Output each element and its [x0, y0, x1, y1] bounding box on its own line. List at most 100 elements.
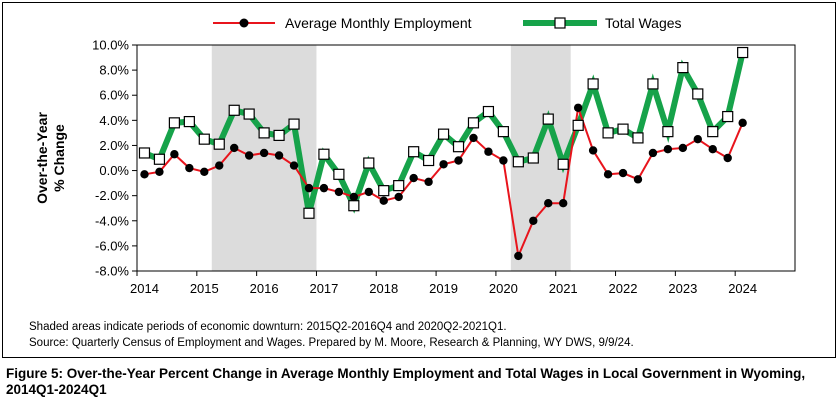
total-wages-point [378, 185, 390, 197]
y-tick-label: 0.0% [99, 163, 129, 178]
legend-marker-wages [554, 17, 566, 29]
total-wages-point [393, 180, 405, 192]
x-tick-label: 2022 [609, 281, 638, 296]
total-wages-point [303, 207, 315, 219]
legend-marker-employment [239, 18, 249, 28]
total-wages-point [138, 147, 151, 159]
total-wages-point [183, 115, 195, 128]
y-axis-label-line: % Change [51, 124, 67, 192]
total-wages-point [572, 119, 584, 131]
total-wages-point [602, 127, 614, 139]
y-tick-label: -2.0% [95, 188, 129, 203]
average-monthly-employment-point [409, 173, 418, 183]
average-monthly-employment-point [603, 170, 613, 179]
x-tick-label: 2014 [130, 281, 159, 296]
legend-label-wages: Total Wages [605, 15, 682, 31]
total-wages-point [198, 133, 210, 145]
average-monthly-employment-point [424, 177, 433, 187]
total-wages-point [692, 88, 704, 100]
average-monthly-employment-point [738, 118, 747, 128]
line-chart: -8.0% -6.0% -4.0% -2.0% 0.0% 2.0% 4.0% 6.0% 8.0%… [34, 15, 796, 296]
average-monthly-employment-point [185, 163, 194, 173]
y-tick-label: 8.0% [99, 63, 129, 78]
y-tick-label: 6.0% [99, 88, 129, 103]
total-wages-point [662, 126, 674, 138]
total-wages-point [363, 157, 375, 169]
total-wages-point [647, 78, 659, 90]
average-monthly-employment-point [334, 187, 344, 197]
y-tick-label: -8.0% [95, 264, 129, 279]
total-wages-point [677, 61, 689, 74]
average-monthly-employment-point [170, 150, 179, 159]
total-wages-point [273, 129, 285, 142]
average-monthly-employment-point [499, 156, 508, 165]
y-tick-label: -6.0% [95, 238, 129, 253]
average-monthly-employment-point [259, 148, 269, 158]
total-wages-point [243, 108, 255, 120]
total-wages-point [527, 152, 539, 164]
average-monthly-employment-point [364, 187, 373, 197]
total-wages-point [437, 128, 450, 140]
total-wages-point [512, 156, 524, 168]
x-tick-label: 2015 [190, 281, 219, 296]
average-monthly-employment-point [155, 167, 164, 177]
total-wages-point [482, 105, 495, 118]
y-tick-label: 4.0% [99, 113, 129, 128]
total-wages-point [288, 118, 300, 130]
total-wages-point [333, 168, 345, 180]
average-monthly-employment-point [319, 183, 329, 193]
plot-area [136, 44, 796, 272]
average-monthly-employment-point [708, 145, 717, 154]
total-wages-point [617, 123, 629, 135]
x-tick-label: 2019 [429, 281, 458, 296]
average-monthly-employment-point [588, 146, 598, 155]
average-monthly-employment-point [633, 175, 643, 184]
downturn-note: Shaded areas indicate periods of economi… [29, 321, 507, 333]
average-monthly-employment-point [379, 196, 388, 205]
average-monthly-employment-point [678, 143, 688, 153]
average-monthly-employment-point [514, 251, 523, 261]
x-tick-label: 2023 [668, 281, 697, 296]
y-tick-label: 2.0% [99, 138, 129, 153]
total-wages-point [258, 127, 270, 139]
total-wages-point [737, 46, 749, 59]
x-tick-label: 2024 [728, 281, 757, 296]
source-note: Source: Quarterly Census of Employment a… [29, 337, 634, 349]
average-monthly-employment-point [663, 145, 673, 154]
total-wages-point [423, 154, 435, 167]
total-wages-point [632, 132, 644, 144]
total-wages-point [467, 117, 480, 129]
total-wages-point [707, 126, 719, 138]
total-wages-point [722, 110, 734, 123]
average-monthly-employment-point [454, 156, 463, 165]
x-tick-label: 2017 [309, 281, 338, 296]
total-wages-point [497, 126, 509, 138]
y-tick-label: 10.0% [92, 38, 129, 53]
average-monthly-employment-point [573, 103, 583, 112]
average-monthly-employment-point [289, 161, 299, 170]
average-monthly-employment-point [618, 168, 628, 178]
average-monthly-employment-point [230, 143, 239, 153]
y-tick-label: -4.0% [95, 213, 129, 228]
total-wages-point [557, 158, 569, 170]
average-monthly-employment-point [723, 153, 732, 163]
average-monthly-employment-point [439, 160, 448, 169]
total-wages-point [153, 153, 166, 165]
chart-frame: -8.0% -6.0% -4.0% -2.0% 0.0% 2.0% 4.0% 6.0% 8.0%… [2, 2, 836, 358]
total-wages-point [228, 104, 240, 116]
total-wages-point [452, 141, 465, 153]
x-tick-label: 2020 [489, 281, 518, 296]
y-axis-label: Over-the-Year% Change [34, 112, 67, 204]
average-monthly-employment-point [349, 192, 359, 202]
average-monthly-employment-point [200, 167, 209, 177]
average-monthly-employment-point [140, 170, 149, 179]
average-monthly-employment-point [394, 192, 403, 202]
figure-caption: Figure 5: Over-the-Year Percent Change i… [6, 366, 806, 397]
average-monthly-employment-point [469, 133, 478, 143]
total-wages-point [213, 138, 225, 150]
average-monthly-employment-point [544, 199, 553, 208]
average-monthly-employment-point [559, 199, 568, 208]
total-wages-point [408, 146, 420, 158]
average-monthly-employment-point [244, 151, 254, 160]
y-axis-label-line: Over-the-Year [34, 112, 50, 204]
